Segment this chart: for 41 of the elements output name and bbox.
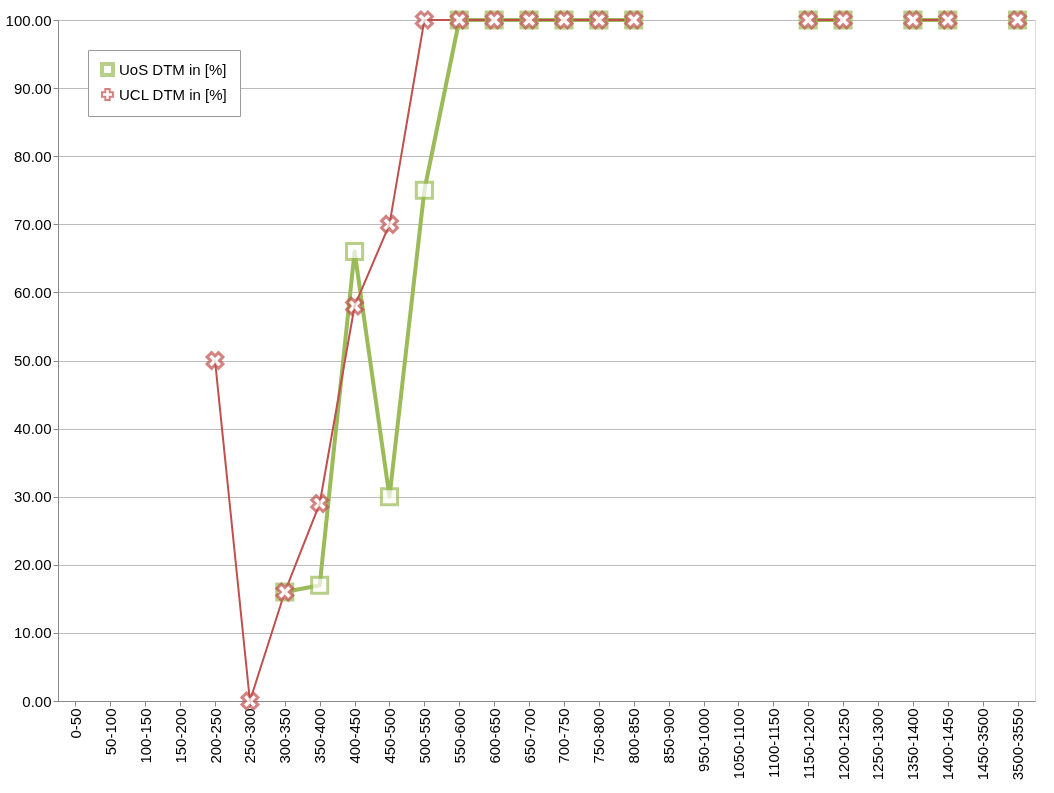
x-tick-label: 800-850 (625, 708, 643, 764)
x-tick-label: 600-650 (485, 708, 503, 764)
x-tick-label: 950-1000 (695, 708, 713, 772)
x-tick-label: 850-900 (660, 708, 678, 764)
x-tick-label: 3500-3550 (1009, 708, 1027, 781)
x-tick-label: 200-250 (206, 708, 224, 764)
x-tick-label: 1100-1150 (764, 708, 782, 779)
x-tick-label: 500-550 (415, 708, 433, 764)
y-tick-label: 10.00 (13, 624, 52, 642)
y-tick-label: 50.00 (13, 352, 52, 369)
x-tick-label: 1350-1400 (904, 708, 922, 781)
x-tick-label: 300-350 (276, 708, 294, 764)
x-tick-label: 450-500 (380, 708, 398, 764)
x-tick-label: 550-600 (450, 708, 468, 764)
x-tick-label: 1450-3500 (974, 708, 992, 781)
y-tick-label: 80.00 (13, 147, 52, 165)
x-tick-label: 1250-1300 (869, 708, 887, 781)
legend-label: UCL DTM in [%] (119, 85, 227, 103)
x-tick-label: 1150-1200 (799, 708, 817, 780)
x-tick-label: 100-150 (136, 708, 154, 764)
y-tick-label: 40.00 (13, 420, 52, 438)
x-tick-label: 150-200 (171, 708, 189, 764)
x-tick-label: 1200-1250 (834, 708, 852, 781)
y-tick-label: 20.00 (13, 556, 52, 574)
legend-label: UoS DTM in [%] (119, 60, 227, 78)
y-tick-label: 100.00 (5, 11, 52, 29)
x-tick-label: 0-50 (66, 708, 84, 739)
y-tick-label: 30.00 (13, 488, 52, 506)
x-tick-label: 1050-1100 (729, 708, 747, 780)
x-tick-label: 350-400 (311, 708, 329, 764)
y-tick-label: 90.00 (13, 79, 52, 97)
y-tick-label: 0.00 (22, 692, 52, 710)
x-tick-label: 400-450 (346, 708, 364, 764)
x-tick-label: 1400-1450 (939, 708, 957, 781)
y-tick-label: 60.00 (13, 283, 52, 301)
y-tick-label: 70.00 (13, 215, 52, 233)
x-tick-label: 250-300 (241, 708, 259, 764)
x-tick-label: 750-800 (590, 708, 608, 764)
x-tick-label: 700-750 (555, 708, 573, 764)
x-tick-label: 50-100 (101, 708, 119, 756)
x-tick-label: 650-700 (520, 708, 538, 764)
